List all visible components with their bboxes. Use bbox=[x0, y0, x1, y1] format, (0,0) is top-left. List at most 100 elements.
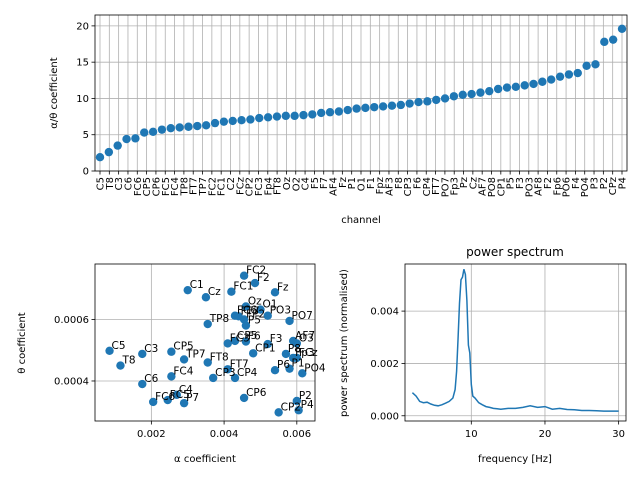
panel1-xtick-label: F5 bbox=[310, 177, 321, 189]
panel1-point bbox=[299, 110, 308, 120]
panel2-xtick-label: 0.006 bbox=[282, 429, 311, 440]
panel2-point-label: P2 bbox=[299, 390, 312, 402]
panel2-point bbox=[172, 390, 182, 400]
panel1-point bbox=[608, 35, 618, 44]
panel1-xtick-label: C4 bbox=[301, 177, 312, 190]
panel1-point bbox=[370, 102, 379, 112]
panel1-point bbox=[95, 153, 105, 162]
panel3-xtick-label: 10 bbox=[465, 429, 478, 440]
panel2-point bbox=[241, 337, 251, 346]
panel1-xtick-label: Pz bbox=[459, 177, 470, 188]
panel1-point bbox=[511, 82, 521, 92]
panel1-point bbox=[175, 123, 184, 132]
panel2-point-label: CP5 bbox=[173, 341, 193, 353]
panel2-point bbox=[203, 319, 212, 329]
panel1-point bbox=[343, 105, 352, 115]
panel1-point bbox=[493, 84, 503, 94]
panel1-point bbox=[502, 83, 512, 92]
panel1-point bbox=[308, 110, 317, 119]
panel1-xtick-label: FC4 bbox=[170, 177, 181, 196]
panel1-xtick-label: PO7 bbox=[440, 177, 451, 197]
panel1-point bbox=[449, 92, 459, 101]
panel3-xlabel: frequency [Hz] bbox=[478, 454, 552, 465]
panel1-xtick-label: O1 bbox=[357, 177, 368, 191]
panel1-ytick-label: 20 bbox=[76, 21, 89, 32]
panel1-xtick-label: CP3 bbox=[403, 177, 414, 196]
panel2-point-label: FC1 bbox=[233, 281, 253, 293]
panel2-point-label: P7 bbox=[186, 392, 199, 404]
panel1-xtick-label: F1 bbox=[366, 177, 377, 189]
panel2-point-label: FCz bbox=[299, 347, 318, 359]
panel3-ytick-label: 0.002 bbox=[370, 359, 399, 370]
panel1-point bbox=[405, 99, 414, 108]
panel1-xtick-label: TP8 bbox=[179, 177, 190, 197]
panel1-xtick-label: AF4 bbox=[329, 177, 340, 196]
panel1-xtick-label: F6 bbox=[412, 177, 423, 189]
panel1-xtick-label: F2 bbox=[543, 177, 554, 189]
panel1-point bbox=[219, 117, 229, 126]
panel2-point bbox=[179, 355, 189, 364]
panel1-ytick-label: 15 bbox=[76, 58, 89, 69]
panel1-xtick-label: CP4 bbox=[422, 177, 433, 196]
panel2-point bbox=[298, 369, 307, 378]
panel1-point bbox=[564, 70, 574, 79]
panel1-ylabel: α/θ coefficient bbox=[49, 57, 60, 128]
panel1-xtick-label: AF8 bbox=[534, 177, 545, 196]
panel2-point bbox=[241, 302, 251, 311]
panel1-point bbox=[201, 121, 211, 130]
panel2-point bbox=[256, 305, 265, 314]
panel1-xtick-label: O2 bbox=[291, 177, 302, 191]
panel2-point-label: FC5 bbox=[170, 389, 190, 401]
panel2-point-label: O1 bbox=[262, 299, 277, 311]
panel1-point bbox=[361, 103, 370, 113]
panel2-point-label: CP4 bbox=[237, 367, 258, 379]
panel2-point-label: Oz bbox=[248, 295, 262, 307]
panel2-point bbox=[167, 372, 176, 381]
panel1-xtick-label: Fp4 bbox=[263, 177, 274, 195]
panel2-point bbox=[230, 336, 240, 346]
panel2-point bbox=[227, 287, 236, 296]
panel2-point-label: P5 bbox=[248, 315, 261, 327]
panel2-point-label: C6 bbox=[144, 373, 158, 385]
panel1-point bbox=[600, 37, 609, 47]
panel2-point bbox=[201, 293, 211, 302]
panel1-xtick-label: PO8 bbox=[487, 177, 498, 197]
panel1-xtick-label: C6 bbox=[123, 177, 134, 190]
panel1-point bbox=[573, 68, 582, 78]
panel1-xtick-label: F8 bbox=[394, 177, 405, 189]
panel1-point bbox=[122, 134, 131, 144]
panel1-xtick-label: P1 bbox=[347, 177, 358, 189]
panel3-xtick-label: 30 bbox=[612, 429, 625, 440]
panel1-point bbox=[520, 81, 529, 90]
panel1-xtick-label: FC5 bbox=[161, 177, 172, 196]
panel1-xtick-label: PO6 bbox=[562, 177, 573, 197]
panel1-ytick-label: 0 bbox=[83, 167, 89, 178]
panel1-point bbox=[246, 115, 255, 124]
panel1-point bbox=[290, 111, 299, 121]
panel1-point bbox=[547, 75, 556, 84]
spectrum-line bbox=[411, 268, 619, 412]
panel2-point-label: CP3 bbox=[215, 367, 235, 379]
panel1-point bbox=[432, 95, 441, 105]
panel2-point bbox=[223, 339, 232, 348]
panel2-point bbox=[263, 339, 272, 349]
panel2-point-label: Fp3 bbox=[295, 347, 314, 359]
panel1-xtick-label: C3 bbox=[114, 177, 125, 190]
panel1-xtick-label: Cz bbox=[468, 177, 479, 189]
panel1-xtick-label: CP6 bbox=[151, 177, 162, 196]
panel1-xtick-label: PO3 bbox=[524, 177, 535, 197]
panel1-xtick-label: PO4 bbox=[580, 177, 591, 197]
panel1-point bbox=[538, 77, 547, 86]
panel2-point bbox=[281, 349, 291, 359]
panel1-point bbox=[316, 108, 326, 118]
panel3-ytick-label: 0.004 bbox=[370, 307, 399, 318]
panel2-point-label: F6 bbox=[248, 331, 261, 343]
alpha-theta-scatter-panel: C5T8C3C6FC6FC5CP5FC4C4P7TP7C1CzTP8FT8CP3… bbox=[17, 263, 326, 465]
panel2-point bbox=[294, 406, 303, 415]
panel2-point bbox=[203, 358, 212, 367]
panel1-xtick-label: Fz bbox=[338, 177, 349, 188]
panel2-point-label: C4 bbox=[179, 384, 193, 396]
panel2-point bbox=[292, 339, 302, 348]
panel2-point-label: FC6 bbox=[155, 391, 175, 403]
